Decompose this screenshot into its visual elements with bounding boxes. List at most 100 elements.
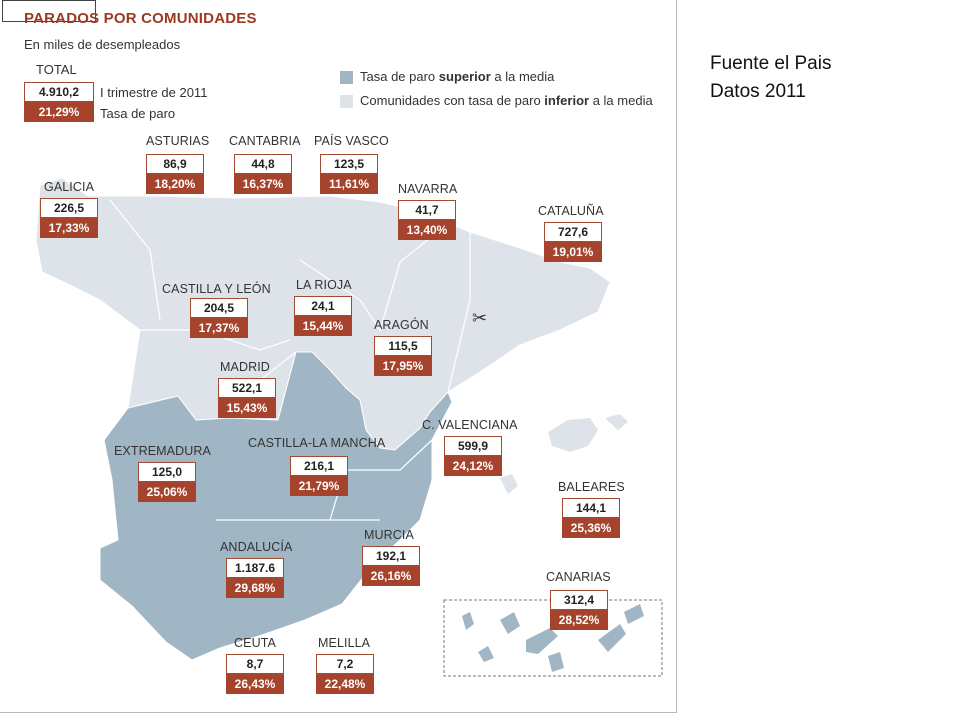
region-rate-value: 26,43% <box>226 674 284 694</box>
map-ibiza <box>500 474 518 494</box>
region-label: CATALUÑA <box>538 204 604 218</box>
region-value-box: 24,1 15,44% <box>294 296 352 336</box>
region-unemployed-value: 312,4 <box>550 590 608 610</box>
region-unemployed-value: 8,7 <box>226 654 284 674</box>
region-label: MADRID <box>220 360 270 374</box>
region-unemployed-value: 115,5 <box>374 336 432 356</box>
region-unemployed-value: 522,1 <box>218 378 276 398</box>
region-rate-value: 16,37% <box>234 174 292 194</box>
source-line: Fuente el Pais <box>710 50 831 78</box>
region-value-box: 226,5 17,33% <box>40 198 98 238</box>
map-baleares-small <box>605 414 628 430</box>
region-label: BALEARES <box>558 480 625 494</box>
region-unemployed-value: 7,2 <box>316 654 374 674</box>
region-label: C. VALENCIANA <box>422 418 518 432</box>
region-unemployed-value: 144,1 <box>562 498 620 518</box>
total-rate: 21,29% <box>24 102 94 122</box>
region-rate-value: 17,95% <box>374 356 432 376</box>
total-label: TOTAL <box>36 62 77 77</box>
region-label: MELILLA <box>318 636 370 650</box>
unemployment-infographic: PARADOS POR COMUNIDADES En miles de dese… <box>0 0 677 713</box>
legend-swatch-above <box>340 71 353 84</box>
region-unemployed-value: 727,6 <box>544 222 602 242</box>
page-title: PARADOS POR COMUNIDADES <box>24 10 257 27</box>
legend-above-prefix: Tasa de paro <box>360 69 439 84</box>
region-value-box: 312,4 28,52% <box>550 590 608 630</box>
region-value-box: 204,5 17,37% <box>190 298 248 338</box>
region-unemployed-value: 1.187.6 <box>226 558 284 578</box>
total-box: 4.910,2 21,29% <box>24 82 94 122</box>
region-rate-value: 17,37% <box>190 318 248 338</box>
region-rate-value: 18,20% <box>146 174 204 194</box>
region-label: LA RIOJA <box>296 278 352 292</box>
region-unemployed-value: 599,9 <box>444 436 502 456</box>
region-unemployed-value: 123,5 <box>320 154 378 174</box>
region-unemployed-value: 41,7 <box>398 200 456 220</box>
region-unemployed-value: 24,1 <box>294 296 352 316</box>
region-value-box: 115,5 17,95% <box>374 336 432 376</box>
region-label: CEUTA <box>234 636 276 650</box>
region-rate-value: 28,52% <box>550 610 608 630</box>
region-value-box: 123,5 11,61% <box>320 154 378 194</box>
year-line: Datos 2011 <box>710 78 831 106</box>
region-unemployed-value: 192,1 <box>362 546 420 566</box>
region-rate-value: 11,61% <box>320 174 378 194</box>
region-value-box: 86,9 18,20% <box>146 154 204 194</box>
map-baleares <box>548 418 598 452</box>
region-value-box: 41,7 13,40% <box>398 200 456 240</box>
region-rate-value: 21,79% <box>290 476 348 496</box>
region-label: CANTABRIA <box>229 134 301 148</box>
region-label: MURCIA <box>364 528 414 542</box>
region-unemployed-value: 204,5 <box>190 298 248 318</box>
region-rate-value: 17,33% <box>40 218 98 238</box>
total-value-key: I trimestre de 2011 <box>100 85 207 100</box>
region-unemployed-value: 86,9 <box>146 154 204 174</box>
region-value-box: 1.187.6 29,68% <box>226 558 284 598</box>
region-value-box: 144,1 25,36% <box>562 498 620 538</box>
region-label: GALICIA <box>44 180 94 194</box>
region-rate-value: 25,36% <box>562 518 620 538</box>
region-rate-value: 22,48% <box>316 674 374 694</box>
region-label: EXTREMADURA <box>114 444 211 458</box>
region-value-box: 522,1 15,43% <box>218 378 276 418</box>
total-value: 4.910,2 <box>24 82 94 102</box>
legend-below-suffix: a la media <box>589 93 653 108</box>
region-unemployed-value: 216,1 <box>290 456 348 476</box>
scissors-icon[interactable]: ✂ <box>472 308 487 329</box>
total-rate-key: Tasa de paro <box>100 106 175 121</box>
region-unemployed-value: 125,0 <box>138 462 196 482</box>
region-rate-value: 19,01% <box>544 242 602 262</box>
region-value-box: 125,0 25,06% <box>138 462 196 502</box>
legend-above-suffix: a la media <box>491 69 555 84</box>
legend-item-below: Comunidades con tasa de paro inferior a … <box>360 93 653 108</box>
region-rate-value: 15,44% <box>294 316 352 336</box>
region-value-box: 192,1 26,16% <box>362 546 420 586</box>
region-value-box: 216,1 21,79% <box>290 456 348 496</box>
legend-above-bold: superior <box>439 69 491 84</box>
region-value-box: 44,8 16,37% <box>234 154 292 194</box>
region-rate-value: 26,16% <box>362 566 420 586</box>
legend-swatch-below <box>340 95 353 108</box>
region-rate-value: 13,40% <box>398 220 456 240</box>
region-rate-value: 24,12% <box>444 456 502 476</box>
region-label: CASTILLA Y LEÓN <box>162 282 271 296</box>
legend-item-above: Tasa de paro superior a la media <box>360 69 554 84</box>
region-label: CASTILLA-LA MANCHA <box>248 436 385 450</box>
region-label: NAVARRA <box>398 182 457 196</box>
region-rate-value: 15,43% <box>218 398 276 418</box>
region-rate-value: 29,68% <box>226 578 284 598</box>
region-label: CANARIAS <box>546 570 611 584</box>
page-subtitle: En miles de desempleados <box>24 37 180 52</box>
region-value-box: 8,7 26,43% <box>226 654 284 694</box>
legend-below-bold: inferior <box>544 93 589 108</box>
region-unemployed-value: 44,8 <box>234 154 292 174</box>
region-unemployed-value: 226,5 <box>40 198 98 218</box>
legend-below-prefix: Comunidades con tasa de paro <box>360 93 544 108</box>
region-value-box: 7,2 22,48% <box>316 654 374 694</box>
region-value-box: 727,6 19,01% <box>544 222 602 262</box>
region-label: PAÍS VASCO <box>314 134 389 148</box>
source-note: Fuente el Pais Datos 2011 <box>710 50 831 106</box>
region-label: ASTURIAS <box>146 134 209 148</box>
region-label: ANDALUCÍA <box>220 540 292 554</box>
